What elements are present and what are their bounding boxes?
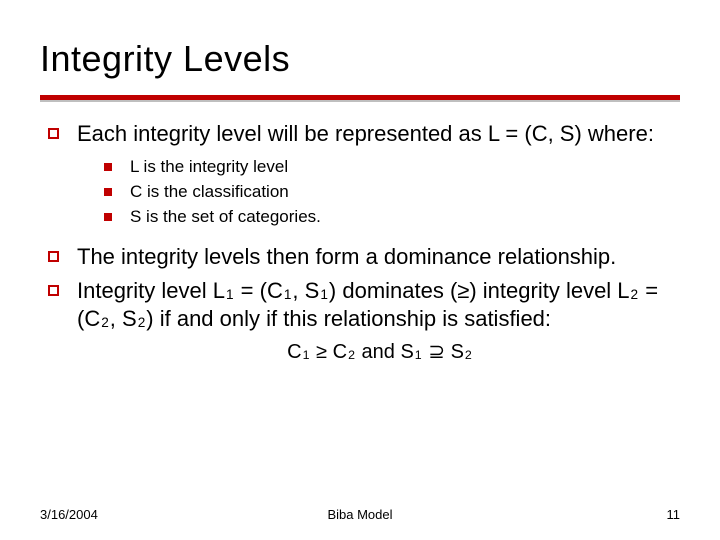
square-fill-icon	[104, 213, 112, 221]
subscript: 1	[414, 348, 423, 362]
t: ) if and only if this relationship is sa…	[146, 306, 551, 331]
bullet-text: The integrity levels then form a dominan…	[77, 243, 616, 271]
t: ) dominates (≥) integrity level L	[329, 278, 630, 303]
square-fill-icon	[104, 188, 112, 196]
subscript: 1	[319, 287, 329, 302]
square-fill-icon	[104, 163, 112, 171]
bullet-text: L is the integrity level	[130, 156, 288, 179]
subscript: 2	[347, 348, 356, 362]
subscript: 2	[100, 315, 110, 330]
bullet-level1: The integrity levels then form a dominan…	[40, 243, 680, 271]
bullet-text: C is the classification	[130, 181, 289, 204]
square-outline-icon	[48, 251, 59, 262]
bullet-text: Integrity level L1 = (C1, S1) dominates …	[77, 277, 680, 333]
bullet-level2: L is the integrity level	[40, 156, 680, 179]
bullet-text: S is the set of categories.	[130, 206, 321, 229]
slide: Integrity Levels Each integrity level wi…	[0, 0, 720, 540]
bullet-level2: C is the classification	[40, 181, 680, 204]
slide-footer: 3/16/2004 Biba Model 11	[40, 507, 680, 522]
t: ≥ C	[311, 341, 348, 363]
title-rule-grey	[40, 100, 680, 102]
formula-line: C1 ≥ C2 and S1 ⊇ S2	[80, 339, 680, 364]
t: = (C	[235, 278, 283, 303]
bullet-level1: Integrity level L1 = (C1, S1) dominates …	[40, 277, 680, 333]
square-outline-icon	[48, 128, 59, 139]
slide-title: Integrity Levels	[40, 38, 290, 80]
subscript: 2	[137, 315, 147, 330]
subscript: 2	[464, 348, 473, 362]
subscript: 1	[225, 287, 235, 302]
t: ⊇ S	[423, 341, 464, 363]
square-outline-icon	[48, 285, 59, 296]
t: Integrity level L	[77, 278, 225, 303]
bullet-level2: S is the set of categories.	[40, 206, 680, 229]
footer-title: Biba Model	[40, 507, 680, 522]
slide-body: Each integrity level will be represented…	[40, 120, 680, 364]
sub-bullet-group: L is the integrity level C is the classi…	[40, 156, 680, 229]
t: , S	[110, 306, 137, 331]
bullet-text: Each integrity level will be represented…	[77, 120, 654, 148]
t: and S	[356, 341, 414, 363]
subscript: 1	[283, 287, 293, 302]
subscript: 2	[630, 287, 640, 302]
subscript: 1	[302, 348, 311, 362]
t: C	[287, 341, 301, 363]
bullet-level1: Each integrity level will be represented…	[40, 120, 680, 148]
t: , S	[292, 278, 319, 303]
